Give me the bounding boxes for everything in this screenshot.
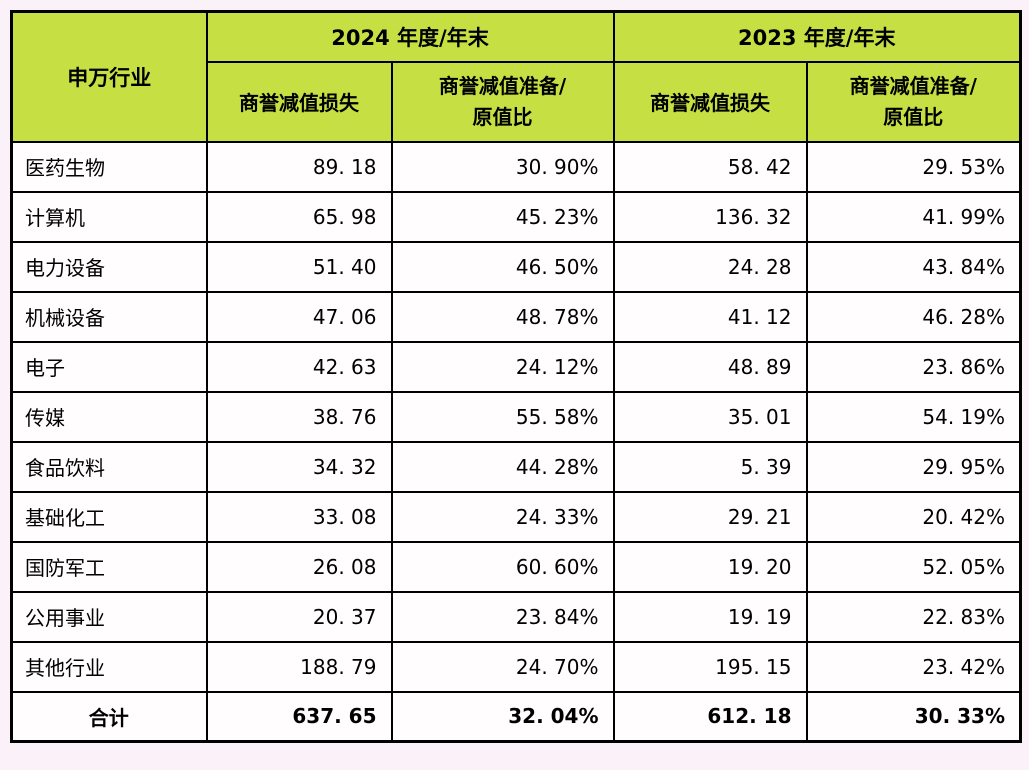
loss-2024-cell: 26. 08 xyxy=(205,540,393,593)
loss-2023-cell: 48. 89 xyxy=(612,340,808,393)
table-body: 医药生物 89. 18 30. 90% 58. 42 29. 53% 计算机 6… xyxy=(10,140,1022,693)
sub-header-ratio-2023-line1: 商誉减值准备/ xyxy=(849,73,977,98)
year-header-2023: 2023 年度/年末 xyxy=(612,10,1022,63)
loss-2024-cell: 47. 06 xyxy=(205,290,393,343)
ratio-2023-cell: 22. 83% xyxy=(805,590,1022,643)
industry-cell: 基础化工 xyxy=(10,490,208,543)
industry-cell: 公用事业 xyxy=(10,590,208,643)
loss-2023-cell: 24. 28 xyxy=(612,240,808,293)
industry-cell: 机械设备 xyxy=(10,290,208,343)
corner-header-industry: 申万行业 xyxy=(10,10,208,143)
total-label: 合计 xyxy=(10,690,208,743)
ratio-2024-cell: 24. 33% xyxy=(390,490,615,543)
loss-2023-cell: 41. 12 xyxy=(612,290,808,343)
industry-cell: 电力设备 xyxy=(10,240,208,293)
loss-2023-cell: 35. 01 xyxy=(612,390,808,443)
ratio-2023-cell: 41. 99% xyxy=(805,190,1022,243)
table-footer: 合计 637. 65 32. 04% 612. 18 30. 33% xyxy=(10,690,1022,743)
total-row: 合计 637. 65 32. 04% 612. 18 30. 33% xyxy=(10,690,1022,743)
loss-2024-cell: 188. 79 xyxy=(205,640,393,693)
loss-2023-cell: 58. 42 xyxy=(612,140,808,193)
table-row: 国防军工 26. 08 60. 60% 19. 20 52. 05% xyxy=(10,540,1022,593)
loss-2024-cell: 42. 63 xyxy=(205,340,393,393)
loss-2023-cell: 19. 19 xyxy=(612,590,808,643)
total-ratio-2023: 30. 33% xyxy=(805,690,1022,743)
ratio-2024-cell: 30. 90% xyxy=(390,140,615,193)
ratio-2024-cell: 60. 60% xyxy=(390,540,615,593)
ratio-2024-cell: 44. 28% xyxy=(390,440,615,493)
table-row: 基础化工 33. 08 24. 33% 29. 21 20. 42% xyxy=(10,490,1022,543)
loss-2023-cell: 195. 15 xyxy=(612,640,808,693)
loss-2023-cell: 29. 21 xyxy=(612,490,808,543)
sub-header-loss-2023: 商誉减值损失 xyxy=(612,60,808,143)
ratio-2023-cell: 23. 86% xyxy=(805,340,1022,393)
table-header: 申万行业 2024 年度/年末 2023 年度/年末 商誉减值损失 商誉减值准备… xyxy=(10,10,1022,143)
loss-2024-cell: 38. 76 xyxy=(205,390,393,443)
table-row: 电子 42. 63 24. 12% 48. 89 23. 86% xyxy=(10,340,1022,393)
loss-2023-cell: 19. 20 xyxy=(612,540,808,593)
industry-cell: 其他行业 xyxy=(10,640,208,693)
ratio-2024-cell: 45. 23% xyxy=(390,190,615,243)
year-header-row: 申万行业 2024 年度/年末 2023 年度/年末 xyxy=(10,10,1022,143)
sub-header-loss-2024: 商誉减值损失 xyxy=(205,60,393,143)
total-ratio-2024: 32. 04% xyxy=(390,690,615,743)
sub-header-ratio-2023: 商誉减值准备/ 原值比 xyxy=(805,60,1022,143)
table-row: 食品饮料 34. 32 44. 28% 5. 39 29. 95% xyxy=(10,440,1022,493)
total-loss-2023: 612. 18 xyxy=(612,690,808,743)
ratio-2024-cell: 46. 50% xyxy=(390,240,615,293)
industry-cell: 国防军工 xyxy=(10,540,208,593)
total-loss-2024: 637. 65 xyxy=(205,690,393,743)
ratio-2023-cell: 52. 05% xyxy=(805,540,1022,593)
sub-header-ratio-2024-line1: 商誉减值准备/ xyxy=(438,73,567,98)
sub-header-ratio-2023-line2: 原值比 xyxy=(883,104,944,129)
table-row: 机械设备 47. 06 48. 78% 41. 12 46. 28% xyxy=(10,290,1022,343)
ratio-2023-cell: 20. 42% xyxy=(805,490,1022,543)
ratio-2023-cell: 46. 28% xyxy=(805,290,1022,343)
ratio-2023-cell: 23. 42% xyxy=(805,640,1022,693)
industry-cell: 医药生物 xyxy=(10,140,208,193)
industry-cell: 计算机 xyxy=(10,190,208,243)
table-row: 电力设备 51. 40 46. 50% 24. 28 43. 84% xyxy=(10,240,1022,293)
loss-2024-cell: 51. 40 xyxy=(205,240,393,293)
loss-2023-cell: 136. 32 xyxy=(612,190,808,243)
table-row: 医药生物 89. 18 30. 90% 58. 42 29. 53% xyxy=(10,140,1022,193)
ratio-2024-cell: 55. 58% xyxy=(390,390,615,443)
ratio-2024-cell: 24. 12% xyxy=(390,340,615,393)
ratio-2024-cell: 24. 70% xyxy=(390,640,615,693)
ratio-2023-cell: 43. 84% xyxy=(805,240,1022,293)
industry-cell: 电子 xyxy=(10,340,208,393)
table-row: 传媒 38. 76 55. 58% 35. 01 54. 19% xyxy=(10,390,1022,443)
loss-2023-cell: 5. 39 xyxy=(612,440,808,493)
ratio-2023-cell: 29. 53% xyxy=(805,140,1022,193)
loss-2024-cell: 65. 98 xyxy=(205,190,393,243)
ratio-2024-cell: 23. 84% xyxy=(390,590,615,643)
loss-2024-cell: 34. 32 xyxy=(205,440,393,493)
sub-header-row: 商誉减值损失 商誉减值准备/ 原值比 商誉减值损失 商誉减值准备/ 原值比 xyxy=(12,60,1022,143)
loss-2024-cell: 33. 08 xyxy=(205,490,393,543)
year-header-2024: 2024 年度/年末 xyxy=(205,10,615,63)
sub-header-ratio-2024-line2: 原值比 xyxy=(472,104,533,129)
table-row: 公用事业 20. 37 23. 84% 19. 19 22. 83% xyxy=(10,590,1022,643)
ratio-2023-cell: 29. 95% xyxy=(805,440,1022,493)
table-row: 其他行业 188. 79 24. 70% 195. 15 23. 42% xyxy=(10,640,1022,693)
loss-2024-cell: 89. 18 xyxy=(205,140,393,193)
sub-header-ratio-2024: 商誉减值准备/ 原值比 xyxy=(390,60,615,143)
goodwill-impairment-table: 申万行业 2024 年度/年末 2023 年度/年末 商誉减值损失 商誉减值准备… xyxy=(10,10,1022,743)
ratio-2024-cell: 48. 78% xyxy=(390,290,615,343)
industry-cell: 食品饮料 xyxy=(10,440,208,493)
table-row: 计算机 65. 98 45. 23% 136. 32 41. 99% xyxy=(10,190,1022,243)
industry-cell: 传媒 xyxy=(10,390,208,443)
ratio-2023-cell: 54. 19% xyxy=(805,390,1022,443)
loss-2024-cell: 20. 37 xyxy=(205,590,393,643)
